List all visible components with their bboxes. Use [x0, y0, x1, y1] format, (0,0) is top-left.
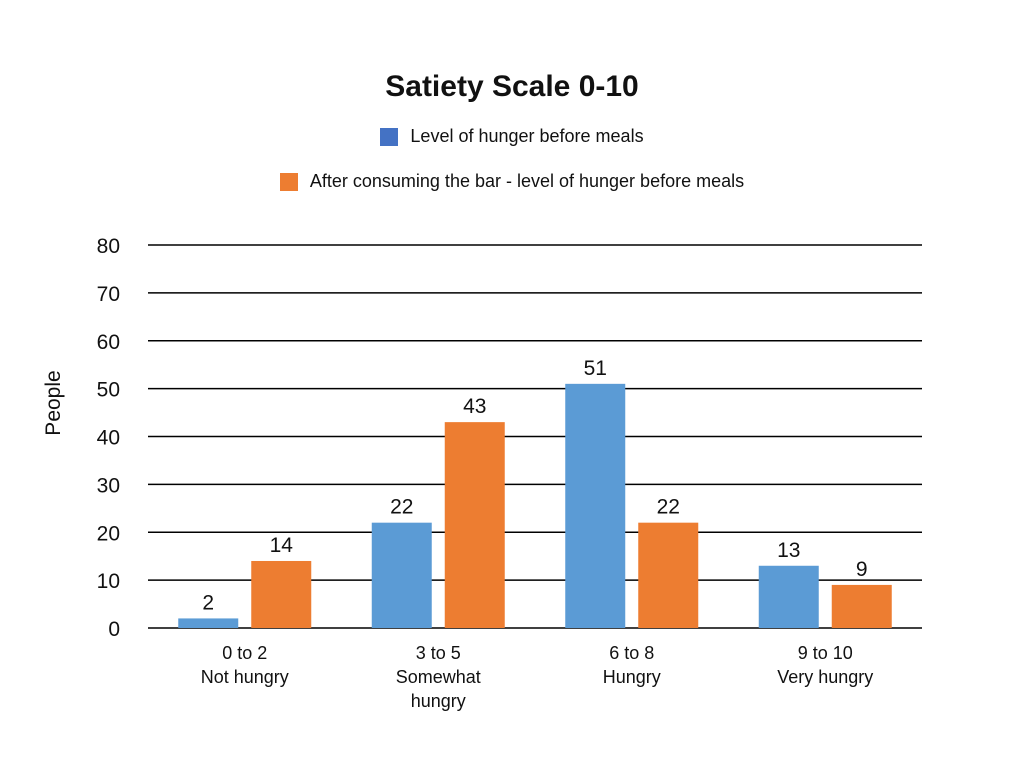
y-tick-label-20: 20	[97, 522, 120, 545]
y-tick-label-50: 50	[97, 379, 120, 402]
legend-swatch-before-meals	[380, 127, 399, 146]
bar-s1-c1	[444, 422, 505, 628]
y-tick-label-30: 30	[97, 474, 120, 497]
y-tick-label-0: 0	[108, 618, 120, 641]
data-label-s0-c1: 22	[390, 496, 413, 519]
bars	[178, 383, 892, 628]
legend-swatch-after-bar	[279, 172, 298, 191]
legend-item-before-meals: Level of hunger before meals	[0, 126, 1024, 147]
data-label-s0-c3: 13	[777, 539, 800, 562]
bar-s0-c0	[178, 618, 239, 628]
bar-s0-c3	[758, 565, 819, 628]
data-label-s0-c2: 51	[584, 357, 607, 380]
y-tick-label-40: 40	[97, 427, 120, 450]
y-tick-label-10: 10	[97, 570, 120, 593]
category-label-3: 9 to 10 Very hungry	[777, 643, 873, 687]
data-label-s1-c2: 22	[657, 496, 680, 519]
data-label-s0-c0: 2	[202, 591, 214, 614]
y-tick-label-70: 70	[97, 283, 120, 306]
bar-s1-c0	[251, 560, 312, 628]
bar-s0-c1	[371, 522, 432, 628]
legend-item-after-bar: After consuming the bar - level of hunge…	[0, 171, 1024, 192]
y-axis-title: People	[42, 370, 65, 435]
y-tick-label-60: 60	[97, 331, 120, 354]
legend-label-after-bar: After consuming the bar - level of hunge…	[309, 171, 745, 191]
chart-title: Satiety Scale 0-10	[385, 70, 639, 103]
y-tick-labels: 0 10 20 30 40 50 60 70 80	[97, 235, 120, 641]
category-label-2: 6 to 8 Hungry	[603, 643, 661, 687]
bar-s0-c2	[565, 383, 626, 628]
data-label-s1-c1: 43	[463, 395, 486, 418]
category-labels: 0 to 2 Not hungry 3 to 5 Somewhat hungry 6 to…	[201, 643, 874, 711]
category-label-0: 0 to 2 Not hungry	[201, 643, 289, 687]
y-tick-label-80: 80	[97, 235, 120, 258]
category-label-1: 3 to 5 Somewhat hungry	[396, 643, 481, 711]
data-labels: 2 14 22 43 51 22 13 9	[202, 357, 867, 615]
bar-s1-c3	[831, 584, 892, 628]
data-label-s1-c3: 9	[856, 558, 868, 581]
data-label-s1-c0: 14	[270, 534, 294, 557]
gridlines	[148, 244, 922, 629]
bar-s1-c2	[638, 522, 699, 628]
legend-label-before-meals: Level of hunger before meals	[410, 126, 644, 146]
